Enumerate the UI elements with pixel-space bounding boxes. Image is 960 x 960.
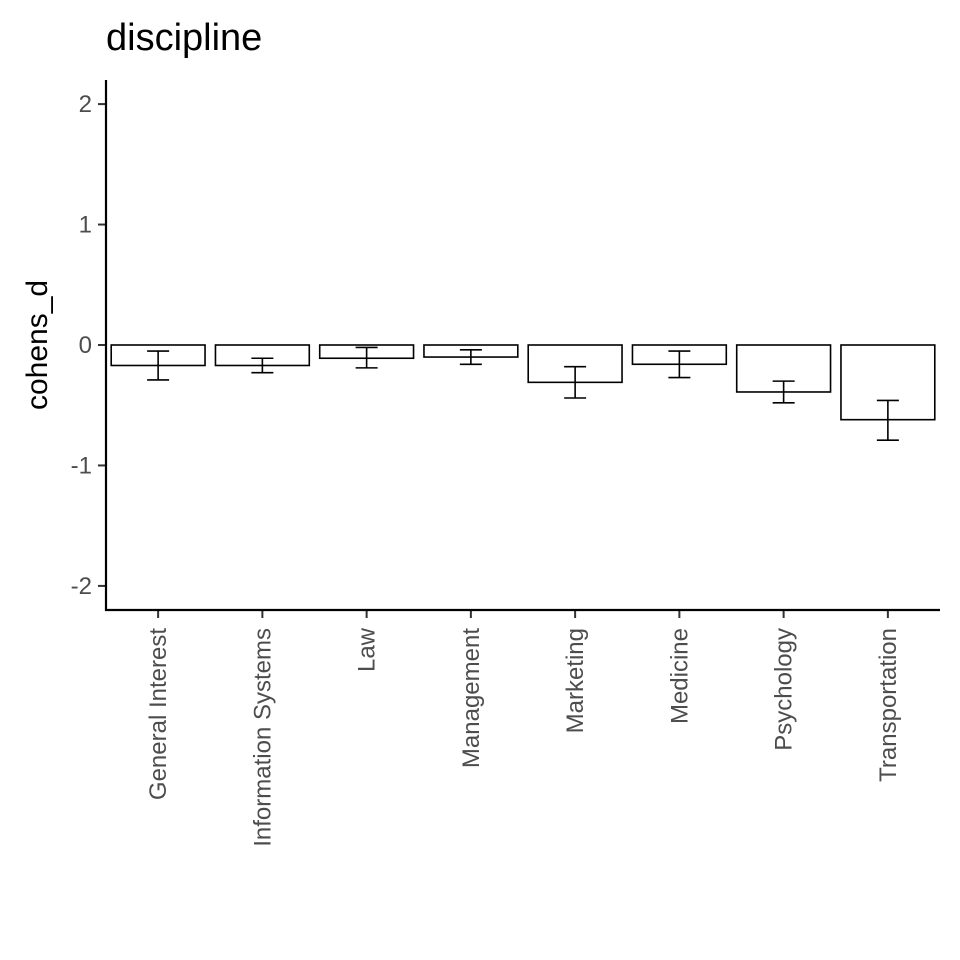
- y-axis-title: cohens_d: [21, 280, 54, 410]
- y-tick-label: -2: [71, 573, 92, 600]
- chart-title: discipline: [106, 17, 262, 59]
- y-axis: 2 1 0 -1 -2: [71, 80, 108, 611]
- bars-layer: [110, 344, 936, 421]
- x-tick-label: Transportation: [875, 628, 902, 782]
- x-tick-label: Psychology: [771, 628, 798, 751]
- x-tick-label: Information Systems: [249, 628, 276, 847]
- x-tick-label: Medicine: [666, 628, 693, 724]
- x-tick-label: Law: [354, 627, 381, 672]
- x-axis: General Interest Information Systems Law Ma…: [105, 608, 940, 847]
- x-tick-label: General Interest: [145, 628, 172, 800]
- y-tick-label: 0: [79, 332, 92, 359]
- y-tick-label: 2: [79, 91, 92, 118]
- y-tick-label: -1: [71, 452, 92, 479]
- x-tick-label: Management: [458, 628, 485, 768]
- error-bars-layer: [147, 346, 899, 441]
- x-tick-label: Marketing: [562, 628, 589, 733]
- y-tick-label: 1: [79, 212, 92, 239]
